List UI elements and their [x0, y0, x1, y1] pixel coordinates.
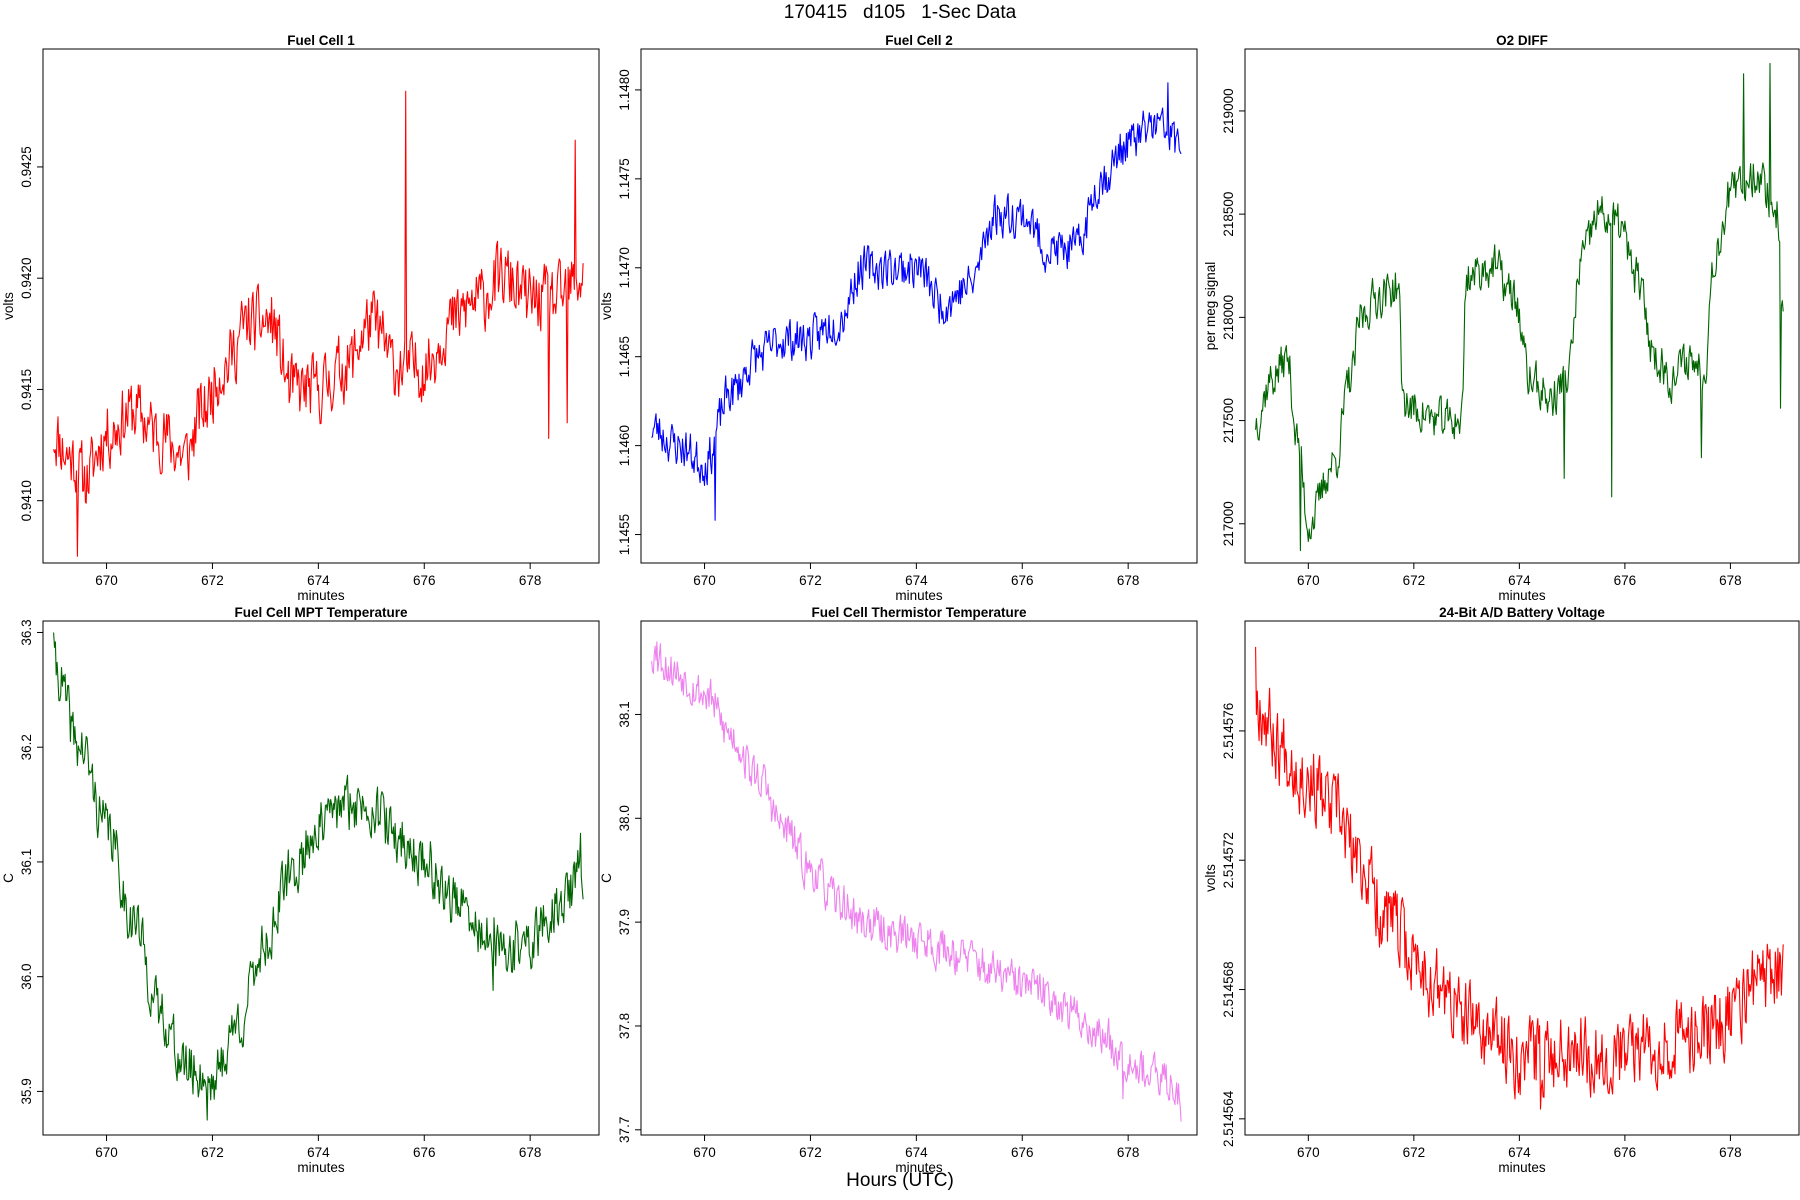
- y-tick-label: 38.0: [617, 805, 632, 831]
- y-tick-label: 0.9420: [19, 258, 34, 299]
- y-axis-label: volts: [599, 292, 614, 320]
- plot-frame: [42, 620, 600, 1136]
- x-axis-label: minutes: [1498, 1160, 1546, 1175]
- y-tick-label: 0.9415: [19, 369, 34, 410]
- series-line: [651, 641, 1182, 1122]
- y-axis-label: volts: [1, 292, 16, 320]
- y-tick-label: 1.1465: [617, 336, 632, 377]
- y-tick-label: 1.1470: [617, 247, 632, 288]
- series-line: [651, 82, 1182, 521]
- chart-title: Fuel Cell 2: [885, 33, 953, 48]
- x-tick-label: 676: [1614, 573, 1637, 588]
- y-tick-label: 0.9425: [19, 146, 34, 187]
- x-tick-label: 678: [519, 1145, 542, 1160]
- chart-title: Fuel Cell MPT Temperature: [234, 605, 408, 620]
- x-tick-label: 672: [799, 573, 822, 588]
- x-tick-label: 672: [201, 1145, 224, 1160]
- x-tick-label: 670: [95, 573, 118, 588]
- y-tick-label: 35.9: [19, 1078, 34, 1104]
- x-tick-label: 678: [1719, 1145, 1742, 1160]
- x-tick-label: 674: [1508, 1145, 1531, 1160]
- y-axis-label: C: [599, 873, 614, 883]
- series-line: [53, 90, 584, 557]
- x-axis-label: minutes: [895, 588, 943, 603]
- series-line: [1255, 646, 1784, 1110]
- x-tick-label: 674: [905, 1145, 928, 1160]
- y-tick-label: 218500: [1221, 192, 1236, 237]
- y-tick-label: 36.0: [19, 964, 34, 990]
- x-tick-label: 678: [1117, 573, 1140, 588]
- y-tick-label: 2.514576: [1221, 703, 1236, 759]
- chart-title: Fuel Cell 1: [287, 33, 355, 48]
- y-tick-label: 1.1460: [617, 425, 632, 466]
- y-tick-label: 219000: [1221, 88, 1236, 133]
- footer-xlabel: Hours (UTC): [846, 1170, 954, 1191]
- x-tick-label: 670: [95, 1145, 118, 1160]
- y-tick-label: 0.9410: [19, 480, 34, 521]
- x-tick-label: 674: [905, 573, 928, 588]
- y-tick-label: 36.3: [19, 619, 34, 645]
- chart-title: 24-Bit A/D Battery Voltage: [1439, 605, 1605, 620]
- x-tick-label: 676: [413, 1145, 436, 1160]
- chart-title: O2 DIFF: [1496, 33, 1548, 48]
- x-axis-label: minutes: [1498, 588, 1546, 603]
- y-tick-label: 38.1: [617, 701, 632, 727]
- x-tick-label: 678: [1719, 573, 1742, 588]
- y-tick-label: 2.514572: [1221, 832, 1236, 888]
- x-tick-label: 676: [1011, 573, 1034, 588]
- y-tick-label: 37.7: [617, 1117, 632, 1143]
- y-tick-label: 2.514564: [1221, 1090, 1236, 1147]
- chart-panel: Fuel Cell MPT Temperature 670 672 674 676 678…: [1, 605, 600, 1175]
- series-line: [1255, 62, 1784, 552]
- x-tick-label: 672: [1403, 1145, 1426, 1160]
- x-axis-label: minutes: [297, 1160, 345, 1175]
- page-title: 170415 d105 1-Sec Data: [783, 2, 1017, 23]
- y-tick-label: 1.1455: [617, 514, 632, 555]
- y-axis-label: C: [1, 873, 16, 883]
- x-tick-label: 672: [799, 1145, 822, 1160]
- x-tick-label: 676: [413, 573, 436, 588]
- chart-panel: Fuel Cell 2 670 672 674 676 678 minutes 1.1455 1…: [599, 33, 1198, 603]
- plot-frame: [640, 48, 1198, 564]
- y-tick-label: 217500: [1221, 398, 1236, 443]
- x-tick-label: 674: [1508, 573, 1531, 588]
- x-axis-label: minutes: [297, 588, 345, 603]
- x-tick-label: 670: [693, 573, 716, 588]
- x-tick-label: 674: [307, 573, 330, 588]
- y-axis-label: volts: [1203, 864, 1218, 892]
- chart-panel: 24-Bit A/D Battery Voltage 670 672 674 676 67…: [1203, 605, 1800, 1175]
- x-tick-label: 674: [307, 1145, 330, 1160]
- chart-panel: Fuel Cell Thermistor Temperature 670 672 67…: [599, 605, 1198, 1175]
- x-tick-label: 678: [1117, 1145, 1140, 1160]
- y-tick-label: 2.514568: [1221, 961, 1236, 1017]
- x-tick-label: 678: [519, 573, 542, 588]
- x-tick-label: 672: [201, 573, 224, 588]
- chart-panel: O2 DIFF 670 672 674 676 678 minutes 217000 21750…: [1203, 33, 1800, 603]
- x-axis-label: minutes: [895, 1160, 943, 1175]
- x-tick-label: 670: [1297, 1145, 1320, 1160]
- y-tick-label: 217000: [1221, 501, 1236, 546]
- y-tick-label: 37.8: [617, 1013, 632, 1039]
- y-tick-label: 36.2: [19, 734, 34, 760]
- y-tick-label: 1.1480: [617, 69, 632, 110]
- x-tick-label: 670: [693, 1145, 716, 1160]
- x-tick-label: 672: [1403, 573, 1426, 588]
- y-tick-label: 37.9: [617, 909, 632, 935]
- y-axis-label: per meg signal: [1203, 262, 1218, 351]
- x-tick-label: 676: [1011, 1145, 1034, 1160]
- y-tick-label: 218000: [1221, 295, 1236, 340]
- x-tick-label: 670: [1297, 573, 1320, 588]
- chart-panel: Fuel Cell 1 670 672 674 676 678 minutes 0.9410 0…: [1, 33, 600, 603]
- plot-frame: [1244, 620, 1800, 1136]
- x-tick-label: 676: [1614, 1145, 1637, 1160]
- chart-title: Fuel Cell Thermistor Temperature: [811, 605, 1027, 620]
- y-tick-label: 36.1: [19, 849, 34, 875]
- series-line: [53, 632, 584, 1121]
- y-tick-label: 1.1475: [617, 158, 632, 199]
